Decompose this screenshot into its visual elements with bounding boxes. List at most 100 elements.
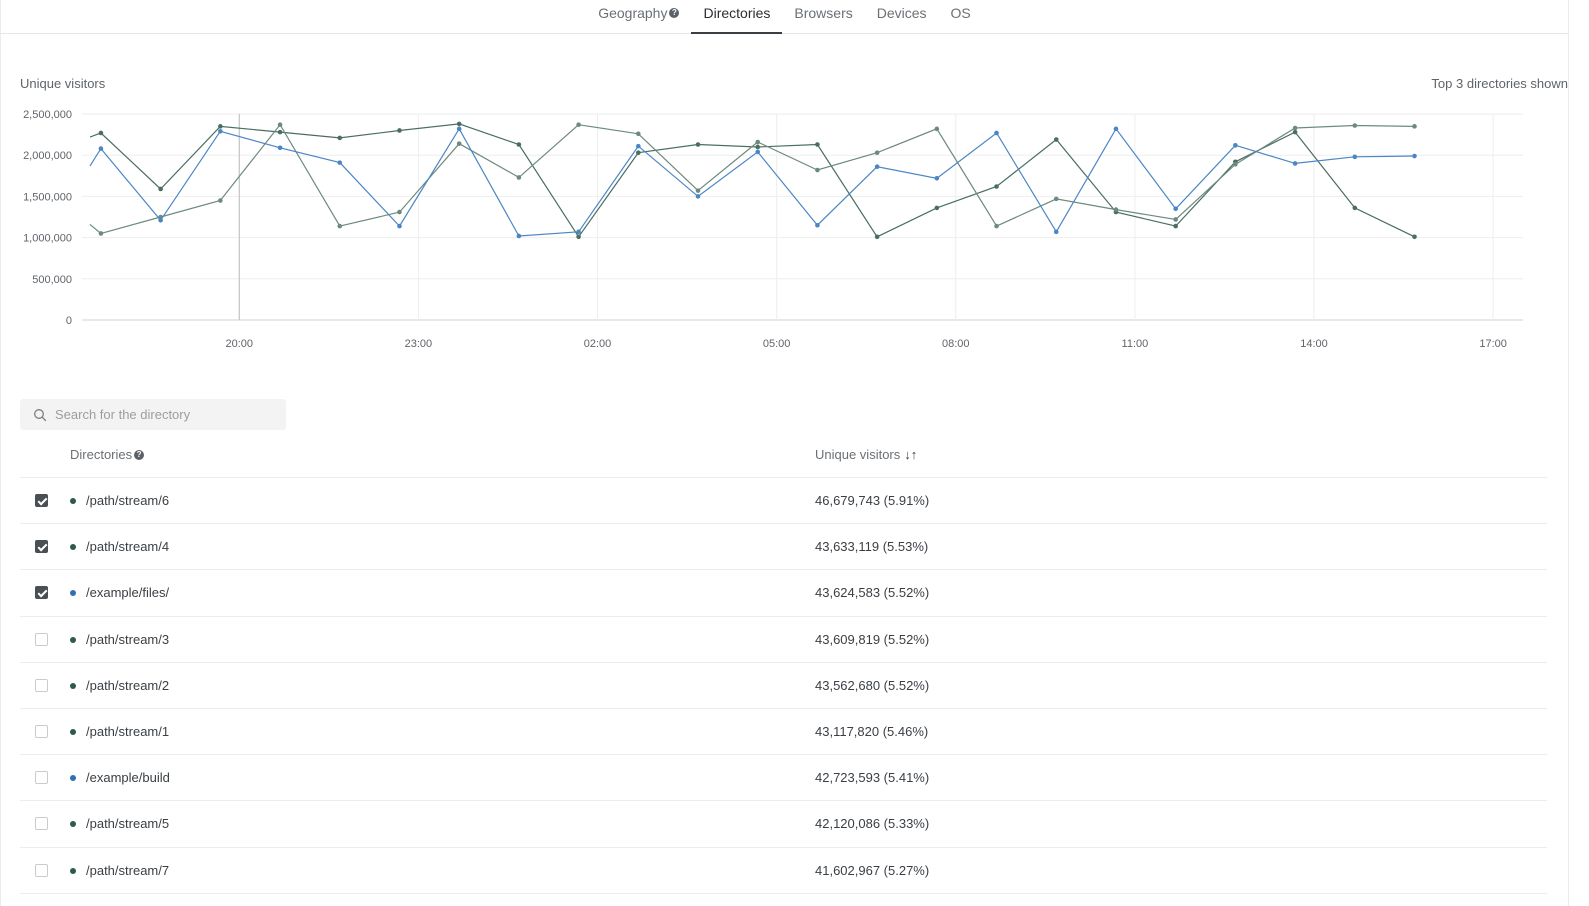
series-color-dot [70,821,76,828]
data-point [1053,137,1059,142]
line-chart-svg: 0 500,000 1,000,000 1,500,000 2,000,000 2,500… [23,109,1523,350]
data-point [218,124,223,129]
data-point [218,129,223,134]
data-point [1053,196,1059,202]
data-point [755,144,761,150]
data-point [815,222,820,228]
y-tick-label: 500,000 [32,274,72,286]
visitor-count: 43,562,680 (5.52%) [815,677,930,693]
visitor-count: 42,120,086 (5.33%) [815,816,930,832]
data-point [1113,126,1119,132]
data-point [874,150,880,156]
data-point [1352,205,1358,211]
help-icon[interactable]: ? [669,8,680,18]
data-point [815,167,820,173]
data-point [576,229,581,235]
directory-path: /path/stream/2 [86,677,170,693]
directory-path: /example/build [86,770,170,786]
y-tick-label: 0 [66,315,72,327]
data-point [516,142,522,147]
header-directories-label: Directories [70,447,133,462]
data-point [456,121,462,127]
data-point [576,122,581,128]
data-point [158,186,163,192]
series-color-dot [70,636,76,643]
data-point [1053,229,1059,235]
data-point [1412,153,1417,159]
series-group [89,122,1417,236]
tab-label: Geography [598,5,668,21]
x-tick-label: 11:00 [1122,338,1149,350]
row-checkbox[interactable] [35,632,48,646]
data-point [695,194,701,199]
row-checkbox[interactable] [35,817,48,831]
data-point [1412,234,1417,240]
table-row[interactable]: /example/build 42,723,593 (5.41%) [20,755,1547,802]
series-color-dot [70,498,76,504]
data-point [576,234,581,240]
visitor-count: 43,117,820 (5.46%) [815,723,929,739]
x-tick-label: 02:00 [584,338,612,350]
table-header: Directories ? Unique visitors ↓↑ [20,432,1547,478]
series-color-dot [70,590,76,597]
table-row[interactable]: /example/files/43,624,583 (5.52%) [20,570,1547,617]
data-point [516,175,522,180]
help-icon[interactable]: ? [134,450,145,460]
tab-devices[interactable]: Devices [865,0,939,34]
series-color-dot [70,775,76,782]
directory-path: /path/stream/6 [86,493,170,508]
search-box[interactable] [20,399,286,430]
tab-label: Browsers [794,5,853,21]
header-unique-visitors[interactable]: Unique visitors ↓↑ [815,447,917,462]
row-checkbox[interactable] [35,586,48,600]
row-checkbox[interactable] [35,540,48,554]
row-checkbox[interactable] [35,678,48,692]
search-input[interactable] [53,406,277,423]
data-point [994,184,999,189]
chart-metric-label: Unique visitors [20,76,106,91]
data-point [994,223,999,229]
row-checkbox[interactable] [35,771,48,785]
data-point [516,233,522,239]
series-color-dot [70,544,76,551]
table-row[interactable]: /path/stream/2 43,562,680 (5.52%) [20,663,1547,709]
directory-path: /path/stream/5 [86,816,170,832]
table-row[interactable]: /path/stream/3 43,609,819 (5.52%) [20,617,1547,663]
header-visitors-label: Unique visitors [815,447,901,462]
table-row[interactable]: /path/stream/1 43,117,820 (5.46%) [20,709,1547,756]
tab-directories[interactable]: Directories [691,0,783,34]
data-point [456,141,462,146]
directory-path: /example/files/ [86,585,170,601]
visitor-count: 43,633,119 (5.53%) [815,539,929,555]
data-point [636,131,641,137]
tab-os[interactable]: OS [939,0,983,34]
table-row[interactable]: /path/stream/6 46,679,743 (5.91%) [20,478,1547,525]
data-point [1173,223,1178,229]
series-group [89,121,1417,240]
series-group [89,126,1417,239]
tab-geography[interactable]: Geography ? [586,0,691,34]
directory-path: /path/stream/1 [86,723,170,739]
data-point [815,142,820,147]
row-checkbox[interactable] [35,494,48,507]
series-line [89,123,1415,235]
sort-icon[interactable]: ↓↑ [904,447,918,462]
series-color-dot [70,682,76,689]
y-tick-label: 2,000,000 [23,150,72,162]
data-point [397,223,402,229]
row-checkbox[interactable] [35,724,48,738]
data-point [1173,206,1178,212]
table-row[interactable]: /path/stream/5 42,120,086 (5.33%) [20,801,1547,848]
row-checkbox[interactable] [35,863,48,877]
tab-browsers[interactable]: Browsers [782,0,864,34]
x-tick-label: 05:00 [763,338,791,350]
tab-bar: Geography ? Directories Browsers Devices… [0,0,1569,34]
data-point [636,143,641,149]
line-chart[interactable]: 0 500,000 1,000,000 1,500,000 2,000,000 2,500… [0,98,1569,363]
data-point [98,130,104,136]
table-row[interactable]: /path/stream/4 43,633,119 (5.53%) [20,524,1547,571]
table-row[interactable]: /path/stream/7 41,602,967 (5.27%) [20,848,1547,894]
data-point [456,126,462,132]
data-point [337,160,343,165]
data-point [695,188,701,193]
